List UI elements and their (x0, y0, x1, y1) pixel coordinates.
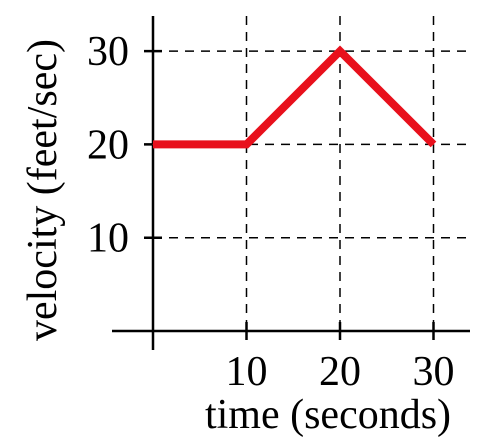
tick-marks (144, 49, 435, 340)
y-tick-label-30: 30 (87, 29, 129, 75)
tick-labels: 10 20 30 10 20 30 (87, 29, 455, 395)
y-axis-title: velocity (feet/sec) (20, 39, 66, 341)
axes (112, 16, 470, 350)
data-point-0-1 (246, 143, 247, 145)
data-point-0-0 (152, 143, 154, 145)
grid-lines (153, 16, 470, 331)
x-tick-label-10: 10 (226, 349, 268, 395)
series-line-0 (153, 45, 437, 149)
y-tick-label-10: 10 (87, 216, 129, 262)
x-tick-label-30: 30 (413, 349, 455, 395)
x-tick-label-20: 20 (319, 349, 361, 395)
data-point-0-3 (433, 143, 434, 145)
x-axis-title: time (seconds) (205, 392, 451, 438)
data-series (152, 45, 437, 149)
data-point-0-2 (339, 50, 341, 52)
y-tick-label-20: 20 (87, 122, 129, 168)
